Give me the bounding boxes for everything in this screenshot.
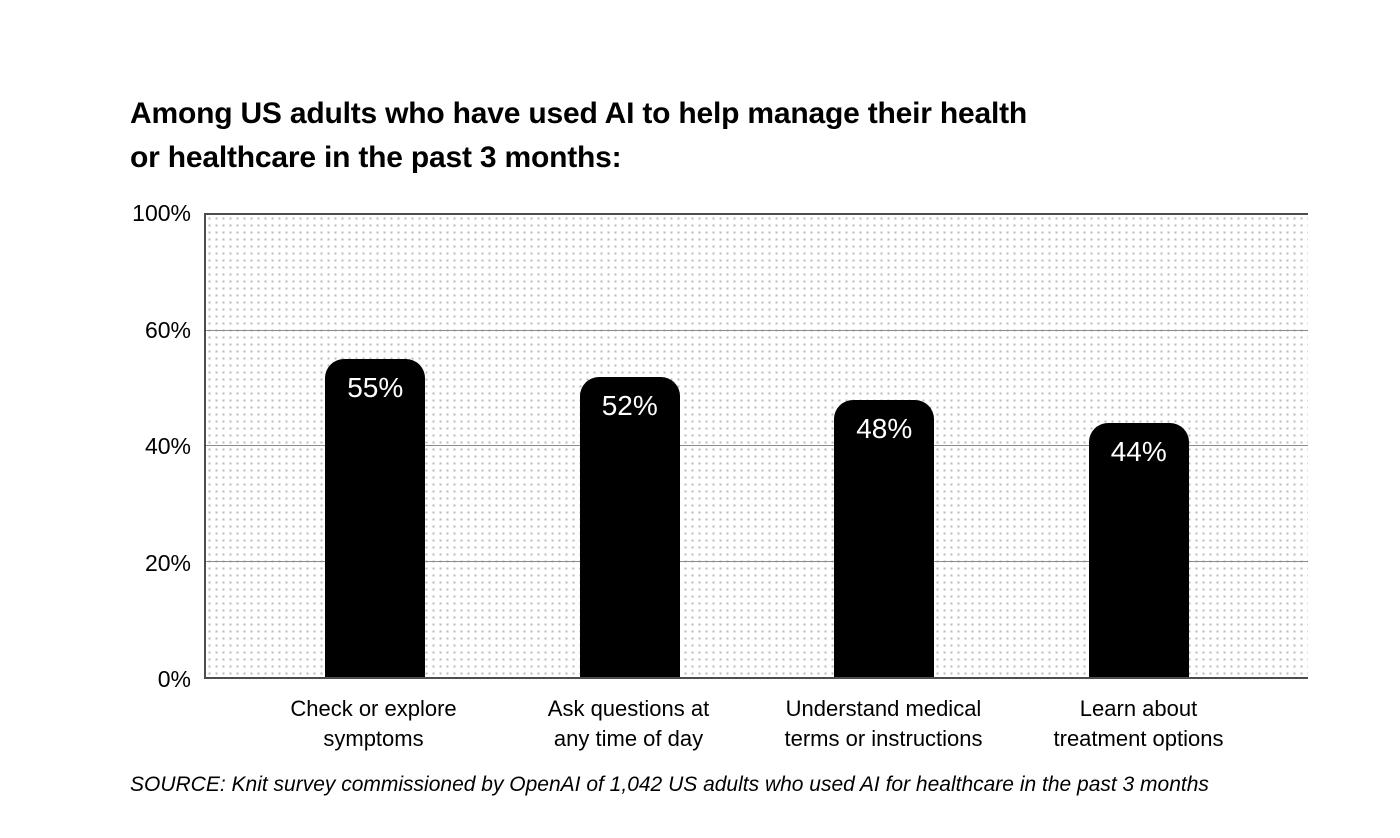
bar-value-label: 52%	[601, 389, 658, 421]
category-label-line: Ask questions at	[547, 696, 710, 721]
y-axis: 0% 20% 40% 60% 100%	[0, 200, 191, 692]
bar-slot: 55%	[248, 215, 503, 677]
bars-layer: 55% 52% 48% 44%	[206, 215, 1308, 677]
category-label-line: Learn about	[1079, 696, 1198, 721]
category-label-line: any time of day	[553, 726, 704, 751]
bar-slot: 44%	[1012, 215, 1267, 677]
chart-title-line2: or healthcare in the past 3 months:	[130, 141, 622, 174]
category-label: Check or explore symptoms	[246, 694, 501, 754]
gridline	[206, 560, 1308, 562]
bar: 44%	[1088, 422, 1189, 677]
bar: 48%	[834, 399, 935, 677]
y-tick-label: 60%	[144, 316, 191, 343]
category-label: Learn about treatment options	[1011, 694, 1266, 754]
bar-value-label: 55%	[347, 372, 404, 404]
y-tick-label: 0%	[157, 666, 191, 692]
category-label-line: terms or instructions	[784, 726, 983, 751]
category-label-line: treatment options	[1053, 726, 1224, 751]
gridline	[206, 329, 1308, 331]
source-note: SOURCE: Knit survey commissioned by Open…	[130, 773, 1209, 796]
y-tick-label: 100%	[132, 200, 191, 226]
category-label: Understand medical terms or instructions	[756, 694, 1011, 754]
category-label: Ask questions at any time of day	[501, 694, 756, 754]
x-axis: Check or explore symptoms Ask questions at…	[204, 694, 1308, 754]
category-label-line: Understand medical	[785, 696, 982, 721]
bar-slot: 52%	[503, 215, 758, 677]
category-label-line: symptoms	[323, 726, 424, 751]
bar: 55%	[325, 359, 426, 677]
y-tick-label: 40%	[144, 433, 191, 459]
chart-title: Among US adults who have used AI to help…	[130, 92, 1027, 180]
category-label-line: Check or explore	[290, 696, 457, 721]
gridline	[206, 445, 1308, 446]
chart-title-line1: Among US adults who have used AI to help…	[130, 97, 1028, 130]
plot-area: 55% 52% 48% 44%	[204, 213, 1308, 679]
bar-value-label: 44%	[1110, 435, 1167, 467]
bar: 52%	[579, 376, 680, 677]
gridline-layer	[206, 215, 1308, 677]
y-tick-label: 20%	[144, 549, 191, 576]
bar-value-label: 48%	[856, 412, 913, 444]
bar-slot: 48%	[757, 215, 1012, 677]
